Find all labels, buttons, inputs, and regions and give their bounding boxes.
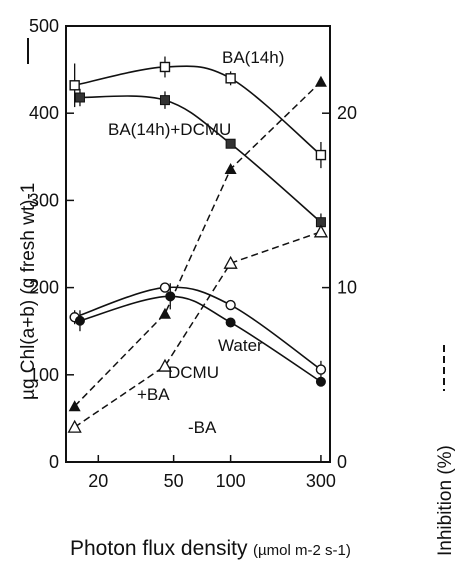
y-left-tick-label: 100 [29, 365, 59, 385]
point-ba-14h [69, 80, 80, 91]
line-water [74, 286, 322, 371]
y-right-tick-label: 10 [337, 278, 357, 298]
point-ba [314, 75, 327, 87]
point-ba-14h [159, 61, 171, 73]
y-left-tick-label: 400 [29, 103, 59, 123]
annotation-water: Water [218, 336, 263, 355]
error-bars [74, 56, 322, 379]
point-water [315, 364, 327, 375]
annotation-dcmu: DCMU [168, 363, 219, 382]
line-ba [74, 231, 322, 428]
y-axis-left-label: µg Chl(a+b) (g fresh wt)-1 [18, 183, 39, 400]
x-tick-label: 100 [216, 471, 246, 491]
y-axis-left-ticks: 0 100 200 300 400 500 [29, 16, 74, 472]
point-ba [223, 255, 238, 269]
y-left-tick-label: 200 [29, 278, 59, 298]
point-ba [68, 400, 81, 412]
point-dcmu [315, 376, 326, 387]
point-dcmu [225, 317, 236, 328]
point-ba-14h [315, 149, 327, 161]
x-axis-unit: (µmol m-2 s-1) [253, 542, 351, 559]
line-ba-14h-dcmu [79, 95, 322, 223]
point-ba [224, 163, 237, 175]
point-ba-14h-dcmu [74, 92, 85, 103]
y-axis-right-label: Inhibition (%) [435, 445, 456, 556]
point-water [225, 299, 236, 311]
point-dcmu [165, 291, 176, 302]
annotation-minus-ba: -BA [188, 418, 217, 437]
plot-frame [65, 25, 331, 463]
x-tick-label: 20 [88, 471, 108, 491]
point-ba [313, 224, 329, 238]
x-axis-ticks: 20 50 100 300 [88, 455, 336, 491]
point-ba-14h-dcmu [159, 95, 170, 106]
point-ba [158, 307, 171, 319]
point-ba [67, 419, 82, 433]
annotation-ba14h: BA(14h) [222, 48, 284, 67]
plot-border [65, 25, 331, 463]
y-right-tick-label: 20 [337, 103, 357, 123]
x-axis-label: Photon flux density [70, 537, 248, 560]
y-left-tick-label: 500 [29, 16, 59, 36]
point-ba-14h [225, 73, 236, 84]
y-left-tick-label: 0 [49, 452, 59, 472]
point-dcmu [74, 315, 85, 326]
series-markers [67, 61, 329, 433]
y-right-tick-label: 0 [337, 452, 347, 472]
annotation-ba14h-dcmu: BA(14h)+DCMU [108, 120, 231, 139]
y-left-tick-label: 300 [29, 190, 59, 210]
series-curves [74, 65, 322, 428]
point-water [159, 282, 171, 293]
point-ba-14h-dcmu [225, 138, 236, 149]
annotation-plus-ba: +BA [137, 385, 170, 404]
line-ba-14h [74, 65, 322, 156]
point-ba [157, 358, 173, 372]
x-tick-label: 50 [164, 471, 184, 491]
y-axis-right-ticks: 0 10 20 [322, 103, 357, 472]
x-tick-label: 300 [306, 471, 336, 491]
